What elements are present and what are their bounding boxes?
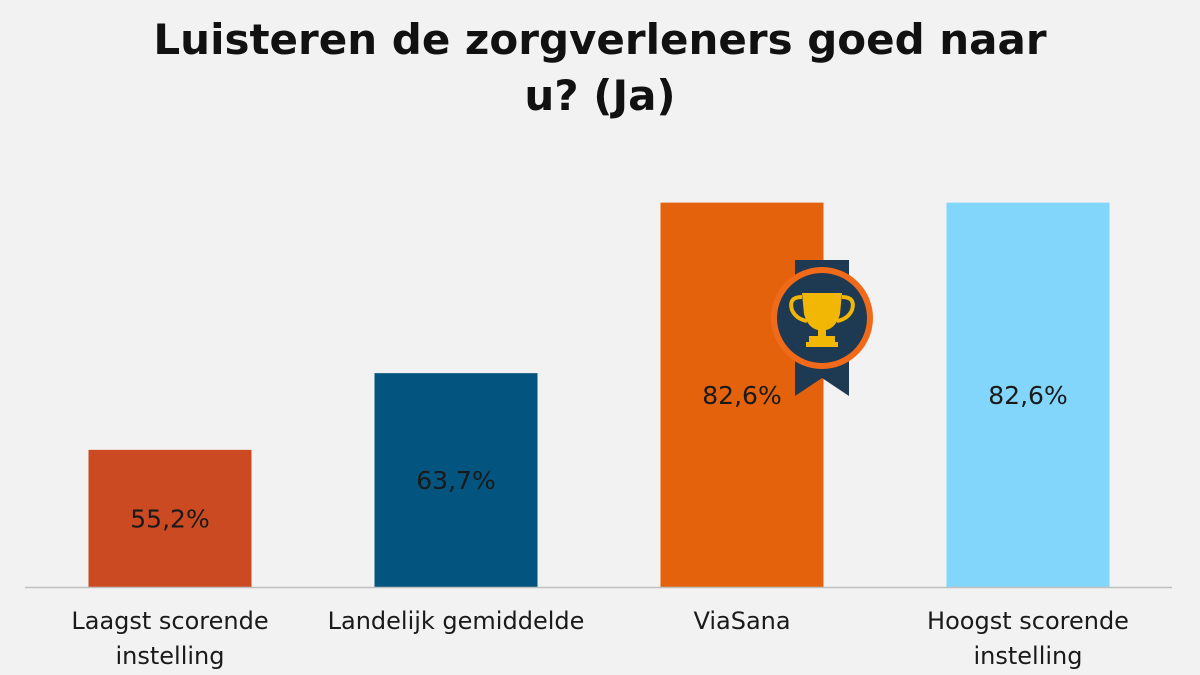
bar-1 [374, 373, 538, 587]
data-label-1: 63,7% [416, 466, 495, 495]
trophy-badge-icon [771, 260, 873, 396]
data-label-3: 82,6% [988, 381, 1067, 410]
category-label-0: Laagst scorende instelling [71, 607, 268, 670]
chart-title: Luisteren de zorgverleners goed naar u? … [0, 12, 1200, 124]
chart-title-line-1: Luisteren de zorgverleners goed naar [153, 15, 1047, 64]
category-label-2: ViaSana [693, 607, 790, 635]
data-label-0: 55,2% [130, 504, 209, 533]
data-label-2: 82,6% [702, 381, 781, 410]
bar-0 [88, 449, 252, 587]
bar-3 [946, 202, 1110, 587]
trophy-icon [789, 293, 855, 347]
category-label-3: Hoogst scorende instelling [927, 607, 1129, 670]
chart-title-line-2: u? (Ja) [524, 71, 676, 120]
category-label-1: Landelijk gemiddelde [328, 607, 585, 635]
